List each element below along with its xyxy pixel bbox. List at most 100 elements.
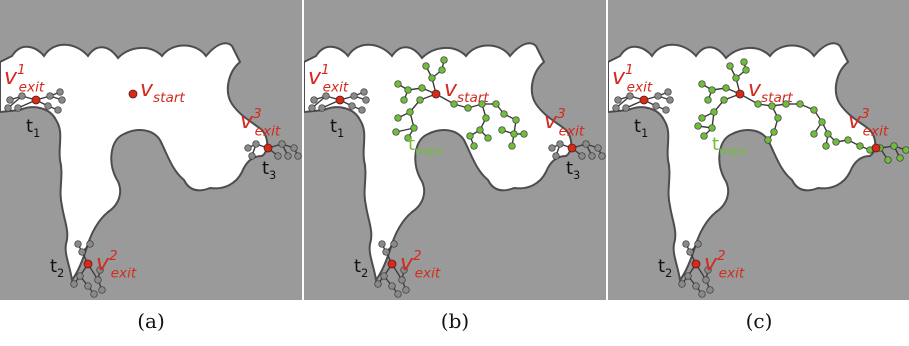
label-v-exit-2-symbol: v — [704, 251, 718, 276]
tree-main-node — [704, 96, 712, 104]
tree-t1-node — [626, 92, 634, 100]
tree-main-node — [774, 114, 782, 122]
label-v-exit-3: v3 exit — [848, 106, 889, 140]
exit-vertex-1 — [335, 95, 345, 105]
label-v-exit-3: v3 exit — [544, 106, 585, 140]
label-v-exit-2-sup: 2 — [717, 248, 726, 264]
start-vertex — [431, 89, 441, 99]
tree-main-node — [406, 108, 414, 116]
label-t1: t1 — [634, 116, 648, 140]
exit-vertex-2 — [83, 259, 93, 269]
tree-main-node — [884, 156, 892, 164]
tree-t2-node — [94, 276, 102, 284]
tree-main-node — [726, 62, 734, 70]
exit-vertex-1 — [31, 95, 41, 105]
label-v-exit-3-symbol: v — [240, 109, 254, 134]
label-t1-sub: 1 — [641, 127, 648, 140]
tree-t1-node — [652, 102, 660, 110]
caption-b: (b) — [440, 309, 470, 333]
label-v-exit-3: v3 exit — [240, 106, 281, 140]
label-v-exit-1-symbol: v — [4, 65, 18, 90]
tree-t2-node — [76, 272, 84, 280]
label-v-exit-3-sub: exit — [255, 124, 281, 140]
tree-t2-node — [692, 282, 700, 290]
label-t-main-symbol: t — [712, 134, 719, 155]
tree-t2-node — [694, 240, 702, 248]
label-t-main: tmain — [408, 134, 443, 158]
label-v-exit-3-sub: exit — [559, 124, 585, 140]
label-t2-sub: 2 — [57, 267, 64, 280]
tree-main-node — [520, 130, 528, 138]
tree-main-node — [450, 100, 458, 108]
tree-t1-node — [348, 102, 356, 110]
tree-t1-node — [6, 96, 14, 104]
label-t-main-sub: main — [415, 145, 443, 158]
tree-t1-node — [360, 88, 368, 96]
tree-t1-node — [56, 88, 64, 96]
tree-t3-node — [278, 140, 286, 148]
tree-t2-node — [398, 276, 406, 284]
tree-main-node — [394, 114, 402, 122]
label-v-start-symbol: v — [140, 77, 154, 102]
label-v-exit-1-sup: 1 — [625, 62, 634, 78]
exit-vertex-3 — [263, 143, 273, 153]
tree-t2-node — [90, 290, 98, 298]
tree-main-node — [740, 58, 748, 66]
tree-main-node — [818, 118, 826, 126]
label-v-exit-3-sub: exit — [863, 124, 889, 140]
tree-main-node — [708, 86, 716, 94]
label-t2: t2 — [354, 256, 368, 280]
label-v-exit-1-sub: exit — [19, 80, 45, 96]
exit-vertex-3 — [567, 143, 577, 153]
free-space-region — [608, 42, 877, 283]
label-t2-sub: 2 — [665, 267, 672, 280]
tree-main-node — [416, 96, 424, 104]
tree-t2-node — [382, 248, 390, 256]
tree-t3-node — [294, 152, 302, 160]
exit-vertex-2 — [691, 259, 701, 269]
tree-main-node — [764, 136, 772, 144]
tree-main-node — [708, 124, 716, 132]
label-t1-symbol: t — [634, 116, 641, 137]
tree-t1-node — [612, 104, 620, 112]
tree-main-node — [464, 104, 472, 112]
label-t1-sub: 1 — [33, 127, 40, 140]
tree-main-node — [722, 84, 730, 92]
tree-main-node — [440, 56, 448, 64]
tree-t1-node — [46, 92, 54, 100]
label-v-start-symbol: v — [444, 77, 458, 102]
label-t2: t2 — [50, 256, 64, 280]
tree-main-node — [410, 124, 418, 132]
free-space-region — [304, 42, 573, 283]
label-v-exit-2-sub: exit — [719, 266, 745, 282]
tree-t2-node — [380, 272, 388, 280]
label-v-start: vstart — [140, 77, 185, 106]
tree-t3-node — [274, 152, 282, 160]
tree-main-node — [856, 142, 864, 150]
label-v-exit-2: v2 exit — [96, 248, 137, 282]
tree-t1-node — [362, 96, 370, 104]
exit-vertex-2 — [387, 259, 397, 269]
tree-main-node — [428, 74, 436, 82]
tree-main-node — [824, 130, 832, 138]
tree-t1-node — [54, 106, 62, 114]
label-t1-sub: 1 — [337, 127, 344, 140]
tree-t1-node — [664, 88, 672, 96]
tree-main-node — [832, 138, 840, 146]
tree-t3-node — [290, 144, 298, 152]
tree-t3-node — [556, 140, 564, 148]
tree-t1-node — [622, 104, 630, 112]
tree-t2-node — [394, 290, 402, 298]
tree-main-node — [694, 122, 702, 130]
tree-t2-node — [96, 266, 104, 274]
label-v-exit-2-sup: 2 — [109, 248, 118, 264]
tree-main-node — [896, 154, 904, 162]
label-v-exit-1: v1 exit — [612, 62, 653, 96]
tree-t3-node — [552, 152, 560, 160]
tree-main-node — [890, 142, 898, 150]
label-t2-sub: 2 — [361, 267, 368, 280]
label-t3: t3 — [262, 158, 276, 182]
tree-t1-node — [308, 104, 316, 112]
label-v-exit-1-sup: 1 — [17, 62, 26, 78]
